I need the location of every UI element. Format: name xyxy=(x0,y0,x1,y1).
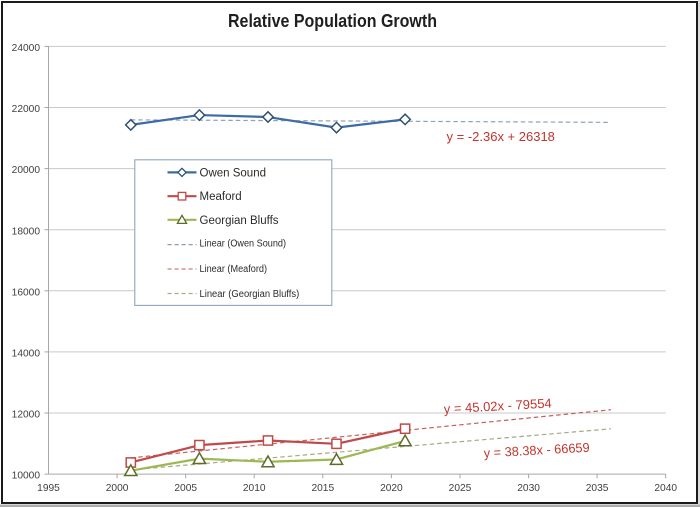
svg-text:2000: 2000 xyxy=(106,483,129,494)
svg-text:12000: 12000 xyxy=(12,410,41,421)
svg-text:Linear (Owen Sound): Linear (Owen Sound) xyxy=(200,239,287,250)
svg-text:Owen Sound: Owen Sound xyxy=(200,167,267,179)
svg-text:2025: 2025 xyxy=(449,483,472,494)
svg-text:2005: 2005 xyxy=(174,483,197,494)
svg-text:Linear (Meaford): Linear (Meaford) xyxy=(200,264,268,275)
svg-text:18000: 18000 xyxy=(12,226,41,237)
svg-text:20000: 20000 xyxy=(12,165,41,176)
svg-text:16000: 16000 xyxy=(12,287,41,298)
svg-text:Linear (Georgian Bluffs): Linear (Georgian Bluffs) xyxy=(200,289,300,300)
svg-text:24000: 24000 xyxy=(12,43,41,54)
svg-text:y = -2.36x + 26318: y = -2.36x + 26318 xyxy=(447,129,555,144)
svg-text:2030: 2030 xyxy=(517,483,540,494)
svg-text:y = 45.02x - 79554: y = 45.02x - 79554 xyxy=(443,395,552,416)
svg-text:y = 38.38x - 66659: y = 38.38x - 66659 xyxy=(483,440,590,461)
svg-text:2015: 2015 xyxy=(311,483,334,494)
svg-text:1995: 1995 xyxy=(37,483,60,494)
svg-text:22000: 22000 xyxy=(12,104,41,115)
svg-text:14000: 14000 xyxy=(12,349,41,360)
svg-text:2035: 2035 xyxy=(586,483,609,494)
svg-text:2010: 2010 xyxy=(243,483,266,494)
svg-text:2020: 2020 xyxy=(380,483,403,494)
svg-text:10000: 10000 xyxy=(12,471,41,482)
svg-text:Meaford: Meaford xyxy=(200,191,242,203)
svg-text:Relative Population Growth: Relative Population Growth xyxy=(228,10,437,31)
svg-text:Georgian Bluffs: Georgian Bluffs xyxy=(200,215,279,227)
svg-text:2040: 2040 xyxy=(654,483,677,494)
